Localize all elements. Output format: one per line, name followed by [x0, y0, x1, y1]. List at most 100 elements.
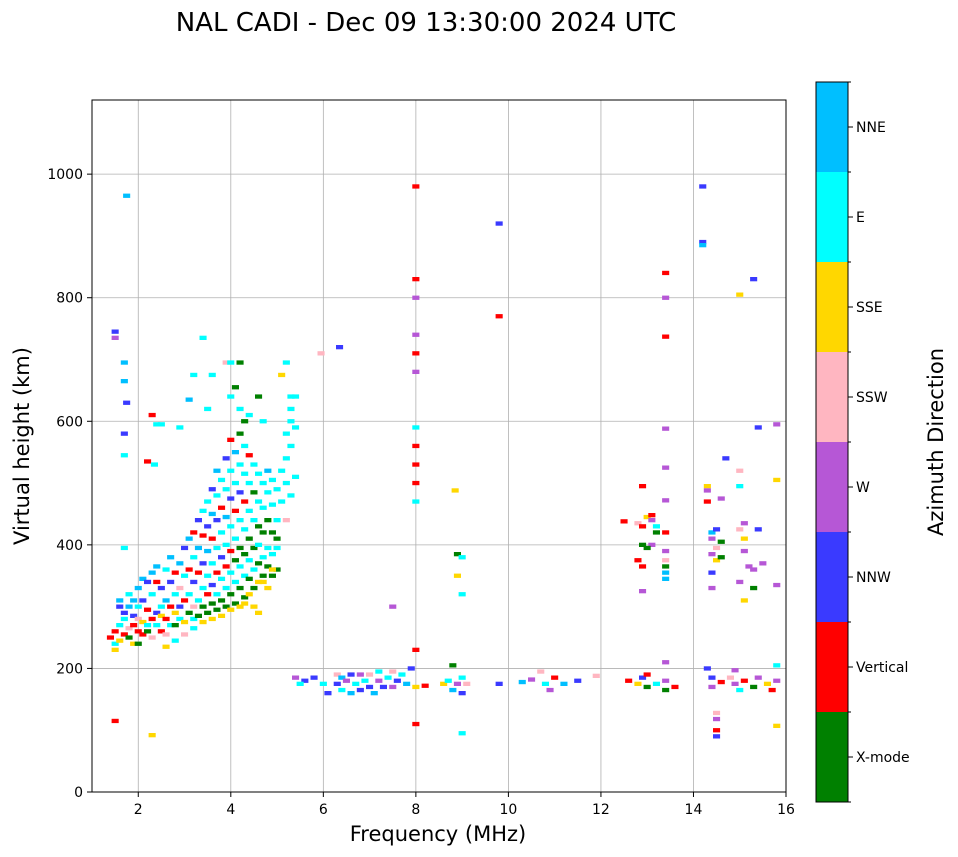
data-point	[111, 335, 119, 340]
data-point	[241, 552, 249, 557]
x-tick-label: 10	[499, 802, 517, 818]
data-point	[144, 623, 152, 628]
data-point	[199, 561, 207, 566]
data-point	[162, 632, 170, 637]
data-point	[208, 511, 216, 517]
data-point	[403, 681, 411, 686]
data-point	[264, 585, 272, 591]
data-point	[736, 527, 744, 532]
data-point	[773, 422, 781, 427]
data-point	[171, 623, 179, 628]
data-point	[268, 573, 276, 578]
data-point	[116, 638, 124, 643]
data-point	[537, 669, 545, 674]
data-point	[652, 681, 660, 686]
data-point	[231, 385, 239, 390]
data-point	[736, 687, 744, 693]
data-point	[139, 598, 147, 603]
data-point	[227, 570, 235, 575]
data-point	[282, 360, 290, 365]
x-tick-label: 4	[226, 802, 235, 818]
y-tick-label: 800	[56, 291, 83, 307]
y-axis-label: Virtual height (km)	[10, 347, 34, 545]
data-point	[181, 545, 189, 551]
data-point	[389, 669, 397, 674]
data-point	[236, 490, 244, 495]
data-point	[708, 536, 716, 541]
data-point	[699, 184, 707, 189]
data-point	[213, 545, 221, 551]
data-point	[125, 626, 133, 631]
data-point	[662, 564, 670, 569]
colorbar-segment	[816, 532, 848, 622]
data-point	[176, 561, 184, 566]
data-point	[458, 731, 466, 736]
data-point	[463, 681, 471, 686]
data-point	[731, 668, 739, 673]
data-point	[144, 579, 152, 585]
data-point	[708, 675, 716, 680]
data-point	[190, 555, 198, 560]
data-point	[171, 592, 179, 597]
data-point	[643, 545, 651, 551]
data-point	[268, 477, 276, 483]
data-point	[236, 585, 244, 591]
data-point	[120, 632, 128, 637]
data-point	[157, 613, 165, 618]
data-point	[111, 641, 119, 646]
data-point	[639, 484, 647, 489]
data-point	[111, 647, 119, 652]
data-point	[717, 496, 725, 501]
colorbar-segment	[816, 172, 848, 262]
data-point	[287, 419, 295, 424]
data-point	[218, 598, 226, 603]
data-point	[713, 716, 721, 722]
data-point	[255, 394, 263, 399]
data-point	[162, 644, 170, 649]
data-point	[185, 536, 193, 541]
data-point	[204, 406, 212, 412]
data-point	[287, 493, 295, 498]
data-point	[125, 592, 133, 597]
data-point	[222, 514, 230, 520]
data-point	[268, 530, 276, 535]
data-point	[338, 675, 346, 680]
data-point	[245, 508, 253, 513]
data-point	[227, 548, 235, 554]
data-point	[264, 468, 272, 473]
data-point	[162, 567, 170, 572]
data-point	[236, 462, 244, 467]
data-point	[713, 728, 721, 733]
data-point	[338, 687, 346, 693]
data-point	[190, 579, 198, 585]
data-point	[773, 477, 781, 483]
data-point	[245, 558, 253, 563]
data-point	[671, 684, 679, 690]
data-point	[218, 576, 226, 581]
data-point	[130, 598, 138, 603]
data-point	[736, 579, 744, 585]
data-point	[227, 360, 235, 365]
data-point	[662, 660, 670, 665]
data-point	[259, 555, 267, 560]
data-point	[222, 585, 230, 591]
data-point	[412, 369, 420, 374]
data-point	[231, 579, 239, 585]
data-point	[412, 277, 420, 282]
data-point	[453, 681, 461, 686]
colorbar-frame	[815, 81, 849, 803]
data-point	[273, 567, 281, 572]
data-point	[546, 687, 554, 693]
data-point	[662, 498, 670, 503]
data-point	[421, 683, 429, 688]
data-point	[176, 585, 184, 591]
data-point	[204, 573, 212, 578]
data-point	[773, 663, 781, 668]
data-point	[634, 558, 642, 563]
colorbar-tick-label: Vertical	[856, 660, 908, 676]
data-point	[745, 564, 753, 569]
data-point	[194, 613, 202, 618]
data-point	[662, 334, 670, 339]
chart-title: NAL CADI - Dec 09 13:30:00 2024 UTC	[176, 8, 676, 38]
data-point	[120, 360, 128, 365]
